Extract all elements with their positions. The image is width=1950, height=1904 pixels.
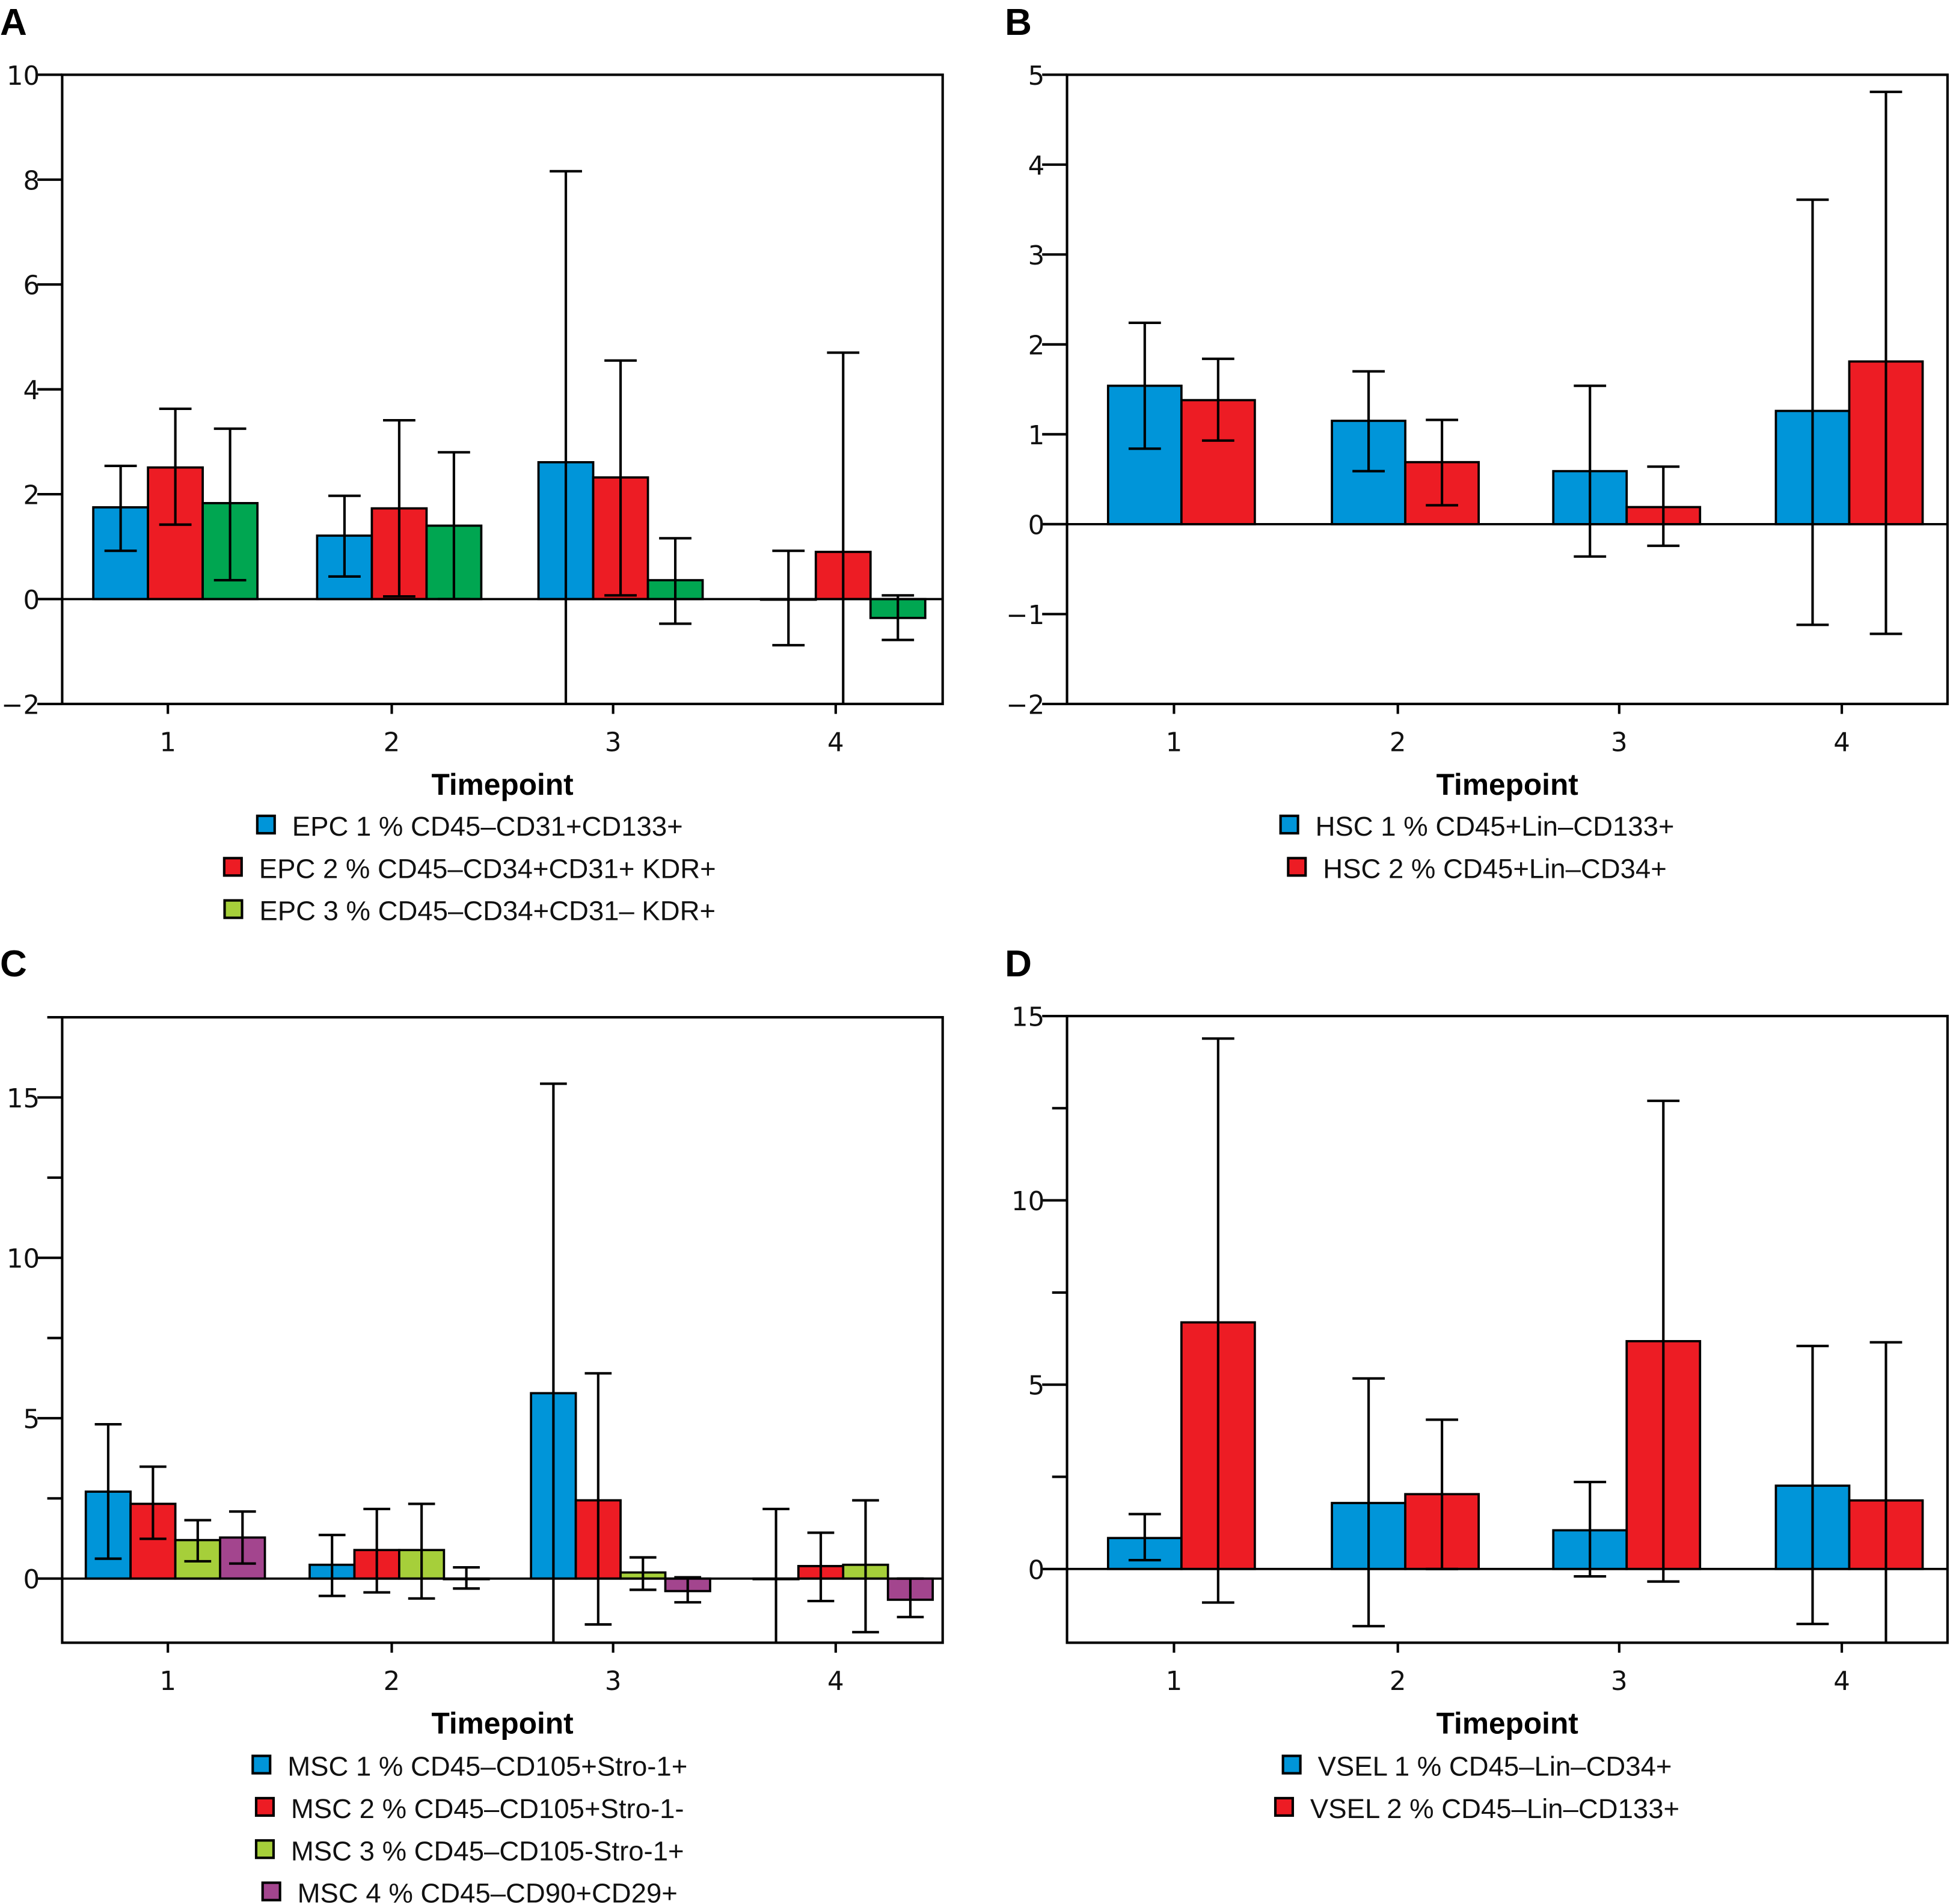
x-tick-label: 1 — [1166, 1667, 1183, 1697]
legend-label: EPC 3 % CD45–CD34+CD31– KDR+ — [259, 896, 716, 926]
panel-letter: D — [1005, 943, 1032, 985]
y-tick-label: 1 — [1028, 421, 1045, 451]
legend: MSC 1 % CD45–CD105+Stro-1+ MSC 2 % CD45–C… — [251, 1751, 687, 1904]
y-tick-label: −2 — [1, 690, 40, 720]
x-tick-label: 3 — [605, 727, 622, 758]
legend-swatch — [251, 1754, 272, 1775]
legend-swatch — [256, 814, 276, 835]
y-tick-label: 8 — [23, 166, 40, 196]
legend-label: EPC 2 % CD45–CD34+CD31+ KDR+ — [259, 853, 716, 884]
y-tick-label: 10 — [1011, 1187, 1044, 1217]
bars-group — [84, 1082, 934, 1643]
legend-label: MSC 2 % CD45–CD105+Stro-1- — [291, 1793, 684, 1824]
y-tick-label: 0 — [1028, 510, 1045, 540]
legend-label: MSC 1 % CD45–CD105+Stro-1+ — [287, 1751, 687, 1782]
legend-swatch — [261, 1881, 281, 1902]
y-tick-label: 4 — [23, 376, 40, 406]
plot-frame — [1065, 73, 1949, 705]
y-tick-label: −1 — [1006, 601, 1044, 631]
legend-swatch — [1274, 1796, 1295, 1817]
legend-swatch — [1281, 1754, 1302, 1775]
x-tick-label: 2 — [1390, 727, 1406, 758]
legend-swatch — [223, 899, 244, 919]
y-tick-label: 15 — [1011, 1003, 1044, 1033]
legend-label: MSC 3 % CD45–CD105-Stro-1+ — [291, 1835, 684, 1866]
y-tick-label: 0 — [1028, 1555, 1045, 1585]
x-axis-label: Timepoint — [431, 1706, 573, 1740]
y-tick-label: 4 — [1028, 151, 1045, 181]
panel-letter: B — [1005, 2, 1032, 43]
bars-group — [1106, 1037, 1924, 1643]
legend-swatch — [1287, 857, 1307, 877]
panel-letter: C — [0, 943, 27, 985]
x-tick-label: 1 — [159, 727, 176, 758]
legend-swatch — [222, 857, 243, 877]
x-tick-label: 2 — [384, 727, 400, 758]
legend-label: VSEL 2 % CD45–Lin–CD133+ — [1310, 1793, 1679, 1824]
x-tick-label: 3 — [605, 1667, 622, 1697]
y-tick-label: 5 — [23, 1405, 40, 1435]
panel-d: D 0 5 10 15 1 2 3 4 Timepoint VSEL 1 % CD45–Lin–CD… — [1005, 943, 1949, 1824]
y-tick-label: 3 — [1028, 241, 1045, 271]
x-axis-label: Timepoint — [1436, 1706, 1578, 1740]
bars-group — [1106, 90, 1924, 635]
x-tick-label: 2 — [1390, 1667, 1406, 1697]
plot-frame — [1065, 1014, 1949, 1644]
bars-group — [92, 170, 927, 704]
y-tick-label: 10 — [7, 61, 40, 91]
x-tick-label: 4 — [827, 1667, 844, 1697]
x-tick-label: 2 — [384, 1667, 400, 1697]
panel-letter: A — [0, 2, 27, 43]
legend: HSC 1 % CD45+Lin–CD133+ HSC 2 % CD45+Lin–… — [1279, 811, 1675, 884]
legend-label: HSC 2 % CD45+Lin–CD34+ — [1323, 853, 1667, 884]
panel-c: C 0 5 10 15 1 2 3 4 Timepoint MSC 1 % CD45–CD105+S… — [0, 943, 944, 1904]
x-tick-label: 4 — [827, 727, 844, 758]
legend-label: VSEL 1 % CD45–Lin–CD34+ — [1318, 1751, 1672, 1782]
x-tick-label: 3 — [1611, 727, 1628, 758]
legend-swatch — [254, 1839, 275, 1860]
legend-label: EPC 1 % CD45–CD31+CD133+ — [292, 811, 683, 842]
panel-b: B −2 −1 0 1 2 3 4 5 1 2 3 4 Timepoint HSC 1 % CD45+Lin… — [1005, 2, 1949, 884]
legend-label: HSC 1 % CD45+Lin–CD133+ — [1316, 811, 1675, 842]
x-tick-label: 4 — [1833, 727, 1850, 758]
y-tick-label: 15 — [7, 1084, 40, 1114]
y-tick-label: 5 — [1028, 1371, 1045, 1401]
y-tick-label: 2 — [1028, 331, 1045, 361]
legend-swatch — [1279, 814, 1299, 835]
y-tick-label: 2 — [23, 481, 40, 511]
legend-label: MSC 4 % CD45–CD90+CD29+ — [298, 1878, 678, 1904]
x-tick-label: 3 — [1611, 1667, 1628, 1697]
x-axis-label: Timepoint — [431, 768, 573, 801]
y-tick-label: 10 — [7, 1244, 40, 1275]
y-tick-label: 0 — [23, 1565, 40, 1595]
x-axis-label: Timepoint — [1436, 768, 1578, 801]
y-tick-label: 0 — [23, 586, 40, 616]
x-tick-label: 4 — [1833, 1667, 1850, 1697]
x-tick-label: 1 — [159, 1667, 176, 1697]
x-tick-label: 1 — [1166, 727, 1183, 758]
y-tick-label: −2 — [1006, 690, 1044, 720]
y-tick-label: 6 — [23, 271, 40, 301]
legend: VSEL 1 % CD45–Lin–CD34+ VSEL 2 % CD45–Lin… — [1274, 1751, 1679, 1824]
plot-frame — [61, 73, 944, 705]
legend: EPC 1 % CD45–CD31+CD133+ EPC 2 % CD45–CD3… — [222, 811, 716, 926]
plot-frame — [61, 1016, 944, 1644]
y-tick-label: 5 — [1028, 61, 1045, 91]
legend-swatch — [254, 1796, 275, 1817]
